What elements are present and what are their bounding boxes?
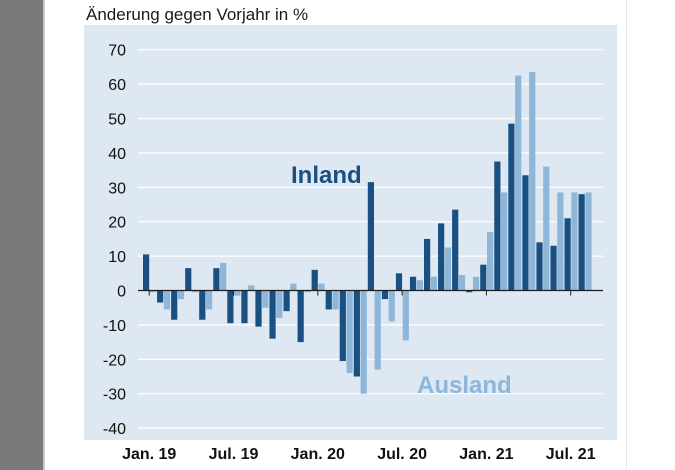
- bar-ausland: [220, 262, 227, 291]
- x-tick-label: Jul. 19: [209, 446, 259, 463]
- bar-ausland: [585, 192, 592, 291]
- y-tick-label: -20: [103, 352, 126, 369]
- bar-ausland: [444, 247, 452, 291]
- x-axis-labels: Jan. 19 Jul. 19 Jan. 20 Jul. 20 Jan. 21 Jul. …: [122, 290, 596, 463]
- bar-ausland: [234, 290, 241, 296]
- bar-ausland: [163, 290, 171, 310]
- bar-inland: [241, 290, 248, 324]
- y-tick-label: 50: [108, 112, 126, 129]
- bar-inland: [157, 290, 164, 303]
- x-tick-label: Jan. 21: [459, 446, 513, 463]
- left-gray-bar: [0, 0, 43, 470]
- bar-inland: [283, 290, 290, 312]
- bar-inland: [227, 290, 234, 324]
- bar-inland: [213, 268, 220, 291]
- bar-ausland: [149, 290, 156, 293]
- bar-inland: [367, 182, 374, 291]
- bar-inland: [381, 290, 389, 300]
- y-tick-label: 20: [108, 215, 126, 232]
- y-tick-label: -40: [103, 421, 126, 438]
- y-tick-label: -10: [103, 318, 126, 335]
- bar-inland: [185, 268, 192, 291]
- bar-inland: [171, 290, 178, 320]
- bar-inland: [522, 175, 529, 291]
- bar-inland: [466, 290, 473, 293]
- bar-ausland: [571, 192, 578, 291]
- bar-inland: [297, 290, 304, 343]
- bar-ausland: [262, 290, 269, 308]
- y-tick-label: 30: [108, 180, 126, 197]
- bar-inland: [199, 290, 206, 320]
- bar-ausland: [374, 290, 381, 370]
- bar-ausland: [346, 290, 353, 374]
- bar-inland: [395, 273, 403, 291]
- y-tick-label: 10: [108, 249, 126, 266]
- series-label-ausland: Ausland: [417, 372, 512, 399]
- bar-inland: [550, 245, 557, 291]
- bar-inland: [578, 194, 585, 291]
- bar-inland: [255, 290, 262, 327]
- y-axis: 70 60 50 40 30 20 10 0 -10 -20 -30 -40: [103, 43, 603, 438]
- bar-ausland: [332, 290, 339, 310]
- left-edge-line: [43, 0, 45, 470]
- x-tick-label: Jan. 19: [122, 446, 176, 463]
- bar-ausland: [304, 290, 311, 293]
- bar-ausland: [388, 290, 395, 322]
- bar-inland: [536, 242, 543, 291]
- series-labels: Inland Ausland: [291, 162, 512, 399]
- bar-ausland: [557, 192, 564, 291]
- plot-background: [84, 25, 617, 440]
- bar-ausland: [318, 283, 325, 291]
- bars: [143, 72, 592, 394]
- bar-inland: [311, 269, 318, 291]
- x-tick-label: Jul. 21: [546, 446, 596, 463]
- series-label-inland: Inland: [291, 162, 362, 189]
- bar-ausland: [430, 276, 437, 291]
- bar-inland: [269, 290, 276, 339]
- y-tick-label: 60: [108, 77, 126, 94]
- chart-title: Änderung gegen Vorjahr in %: [86, 5, 309, 24]
- right-edge-line: [626, 0, 627, 470]
- bar-inland: [339, 290, 346, 362]
- bar-ausland: [177, 290, 185, 300]
- x-tick-label: Jan. 20: [291, 446, 345, 463]
- bar-inland: [424, 238, 431, 291]
- bar-ausland: [248, 285, 255, 291]
- bar-inland: [325, 290, 332, 310]
- bar-ausland: [416, 280, 423, 291]
- bar-ausland: [360, 290, 367, 394]
- y-tick-label: 0: [117, 284, 126, 301]
- bar-ausland: [191, 290, 199, 293]
- bar-inland: [353, 290, 360, 377]
- bar-ausland: [515, 75, 522, 291]
- bar-inland: [494, 161, 501, 291]
- bar-ausland: [458, 275, 466, 291]
- bar-ausland: [472, 276, 480, 291]
- bar-inland: [508, 123, 515, 291]
- bar-inland: [409, 276, 417, 291]
- bar-inland: [564, 218, 571, 291]
- bar-inland: [452, 209, 459, 291]
- bar-inland: [143, 254, 150, 291]
- bar-ausland: [543, 166, 550, 291]
- bar-inland: [480, 264, 487, 291]
- bar-ausland: [501, 192, 508, 291]
- y-tick-label: 40: [108, 146, 126, 163]
- x-tick-label: Jul. 20: [377, 446, 427, 463]
- bar-ausland: [206, 290, 213, 310]
- y-tick-label: 70: [108, 43, 126, 60]
- y-tick-label: -30: [103, 387, 126, 404]
- bar-ausland: [290, 283, 297, 291]
- bar-ausland: [402, 290, 409, 341]
- bar-ausland: [276, 290, 283, 319]
- bar-inland: [438, 223, 445, 291]
- bar-ausland: [487, 232, 494, 291]
- bar-ausland: [529, 72, 536, 291]
